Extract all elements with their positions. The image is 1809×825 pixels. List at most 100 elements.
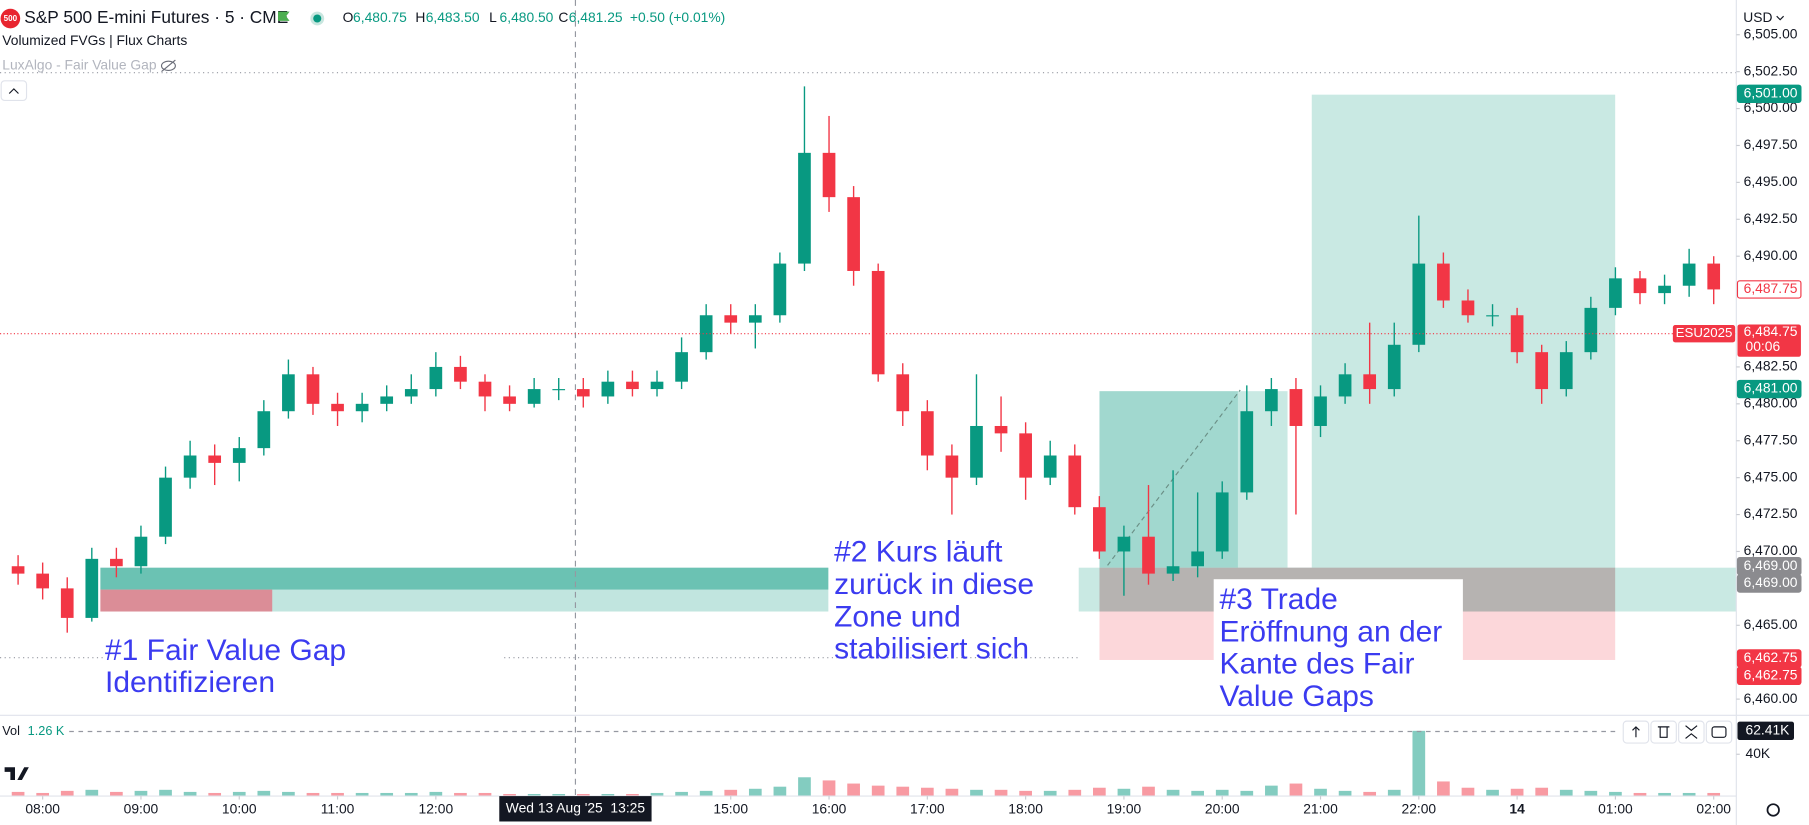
- candle-body: [601, 381, 615, 397]
- volume-bar: [110, 791, 123, 797]
- candle-body: [1412, 263, 1426, 345]
- x-tick-label: 11:00: [321, 801, 355, 817]
- candle-body: [257, 411, 271, 449]
- volume-bar: [1166, 789, 1180, 797]
- flag-icon[interactable]: [278, 11, 290, 21]
- candle-body: [404, 389, 418, 397]
- volume-bar: [1535, 787, 1549, 797]
- indicator-name[interactable]: Volumized FVGs | Flux Charts: [2, 32, 187, 48]
- x-tick-label: 22:00: [1402, 801, 1437, 817]
- y-tick-label: 6,460.00: [1744, 690, 1798, 706]
- candle-body: [1486, 315, 1499, 317]
- candle-body: [1215, 492, 1229, 552]
- hide-icon[interactable]: [160, 59, 176, 73]
- candle-body: [650, 381, 664, 390]
- collapse-pane-button[interactable]: [1678, 720, 1705, 744]
- collapse-button[interactable]: [0, 80, 28, 102]
- volume-bar: [1215, 789, 1229, 797]
- legend-change: +0.50 (+0.01%): [630, 9, 725, 25]
- candle-body: [773, 263, 787, 316]
- candle-body: [134, 536, 148, 567]
- volume-bar: [847, 783, 860, 797]
- candle-body: [847, 197, 860, 271]
- volume-bar: [11, 791, 25, 797]
- symbol-icon-text: 500: [4, 14, 18, 23]
- indicator-name[interactable]: LuxAlgo - Fair Value Gap: [2, 56, 157, 72]
- candle-body: [1609, 278, 1622, 308]
- volume-bar: [331, 792, 344, 797]
- volume-bar: [1387, 789, 1401, 797]
- volume-title[interactable]: Vol: [2, 724, 20, 738]
- legend-key: H: [415, 9, 425, 25]
- x-tick-label: 17:00: [910, 801, 945, 817]
- settings-icon[interactable]: [1766, 803, 1780, 817]
- symbol-title[interactable]: S&P 500 E-mini Futures · 5 · CME: [24, 7, 288, 27]
- candle-body: [1166, 566, 1180, 574]
- legend-value: 6,480.75: [353, 9, 407, 25]
- x-tick-label: 21:00: [1303, 801, 1338, 817]
- annotation: Kante des Fair: [1219, 648, 1414, 681]
- fvg-upper: [100, 567, 829, 590]
- crosshair-label-box: [499, 796, 652, 822]
- candle-body: [1559, 352, 1573, 390]
- candle-body: [552, 389, 566, 391]
- delete-button[interactable]: [1650, 720, 1677, 744]
- x-tick-label: 08:00: [25, 801, 60, 817]
- candle-body: [159, 477, 172, 537]
- annotation: Identifizieren: [105, 666, 275, 699]
- x-tick-label: 16:00: [812, 801, 847, 817]
- volume-bar: [208, 792, 222, 797]
- volume-bar: [60, 790, 74, 797]
- volume-bar: [1486, 789, 1499, 797]
- ohlc-legend: O 6,480.75 H 6,483.50 L 6,480.50 C 6,481.25 +0.5…: [343, 9, 726, 25]
- y-tick-label: 6,477.50: [1744, 431, 1798, 447]
- legend-key: L: [489, 9, 497, 25]
- x-tick-label: 01:00: [1598, 801, 1633, 817]
- dropdown-icon: [1776, 15, 1785, 21]
- candle-body: [871, 270, 885, 375]
- volume-bar: [994, 789, 1008, 797]
- candle-body: [675, 352, 688, 382]
- candle-body: [576, 389, 590, 397]
- tv-logo[interactable]: [4, 767, 29, 780]
- volume-bar: [1510, 788, 1524, 797]
- volume-bar: [1043, 790, 1057, 797]
- currency[interactable]: USD: [1743, 9, 1772, 25]
- y-tick-label: 6,502.50: [1744, 62, 1798, 78]
- candle-body: [478, 381, 492, 397]
- pane-buttons[interactable]: [1622, 720, 1733, 744]
- symbol-badge-label: ESU2025: [1676, 325, 1733, 340]
- price-badge: [1736, 574, 1802, 593]
- symbol-icon: [0, 8, 21, 29]
- last-price-label: 6,484.75: [1744, 323, 1798, 339]
- icon: [1685, 725, 1698, 739]
- volume-bar: [920, 787, 934, 797]
- y-tick-label: 6,472.50: [1744, 505, 1798, 521]
- candle-body: [920, 411, 934, 456]
- volume-bar: [429, 791, 443, 797]
- legend-value: 6,481.25: [569, 9, 623, 25]
- volume-badge: [1737, 721, 1795, 741]
- candle-body: [60, 588, 74, 618]
- icon: [1657, 726, 1670, 738]
- volume-bar: [1117, 788, 1131, 797]
- volume-bar: [1142, 786, 1155, 797]
- volume-bar: [724, 789, 738, 797]
- volume-bar: [232, 791, 246, 797]
- maximize-button[interactable]: [1705, 720, 1733, 744]
- volume-bar: [36, 792, 50, 797]
- volume-bar: [1068, 789, 1082, 797]
- y-tick-label: 6,495.00: [1744, 173, 1798, 189]
- candle-body: [626, 381, 639, 390]
- volume-bar: [306, 792, 320, 797]
- annotation: Value Gaps: [1219, 680, 1373, 713]
- candle-body: [1019, 433, 1032, 478]
- annotation: #1 Fair Value Gap: [105, 634, 346, 667]
- candle-body: [896, 374, 910, 412]
- annotation: stabilisiert sich: [834, 633, 1029, 666]
- candle-body: [1191, 551, 1204, 567]
- candle-body: [208, 455, 222, 463]
- volume-bar: [282, 791, 295, 797]
- collapse-icon: [8, 88, 19, 94]
